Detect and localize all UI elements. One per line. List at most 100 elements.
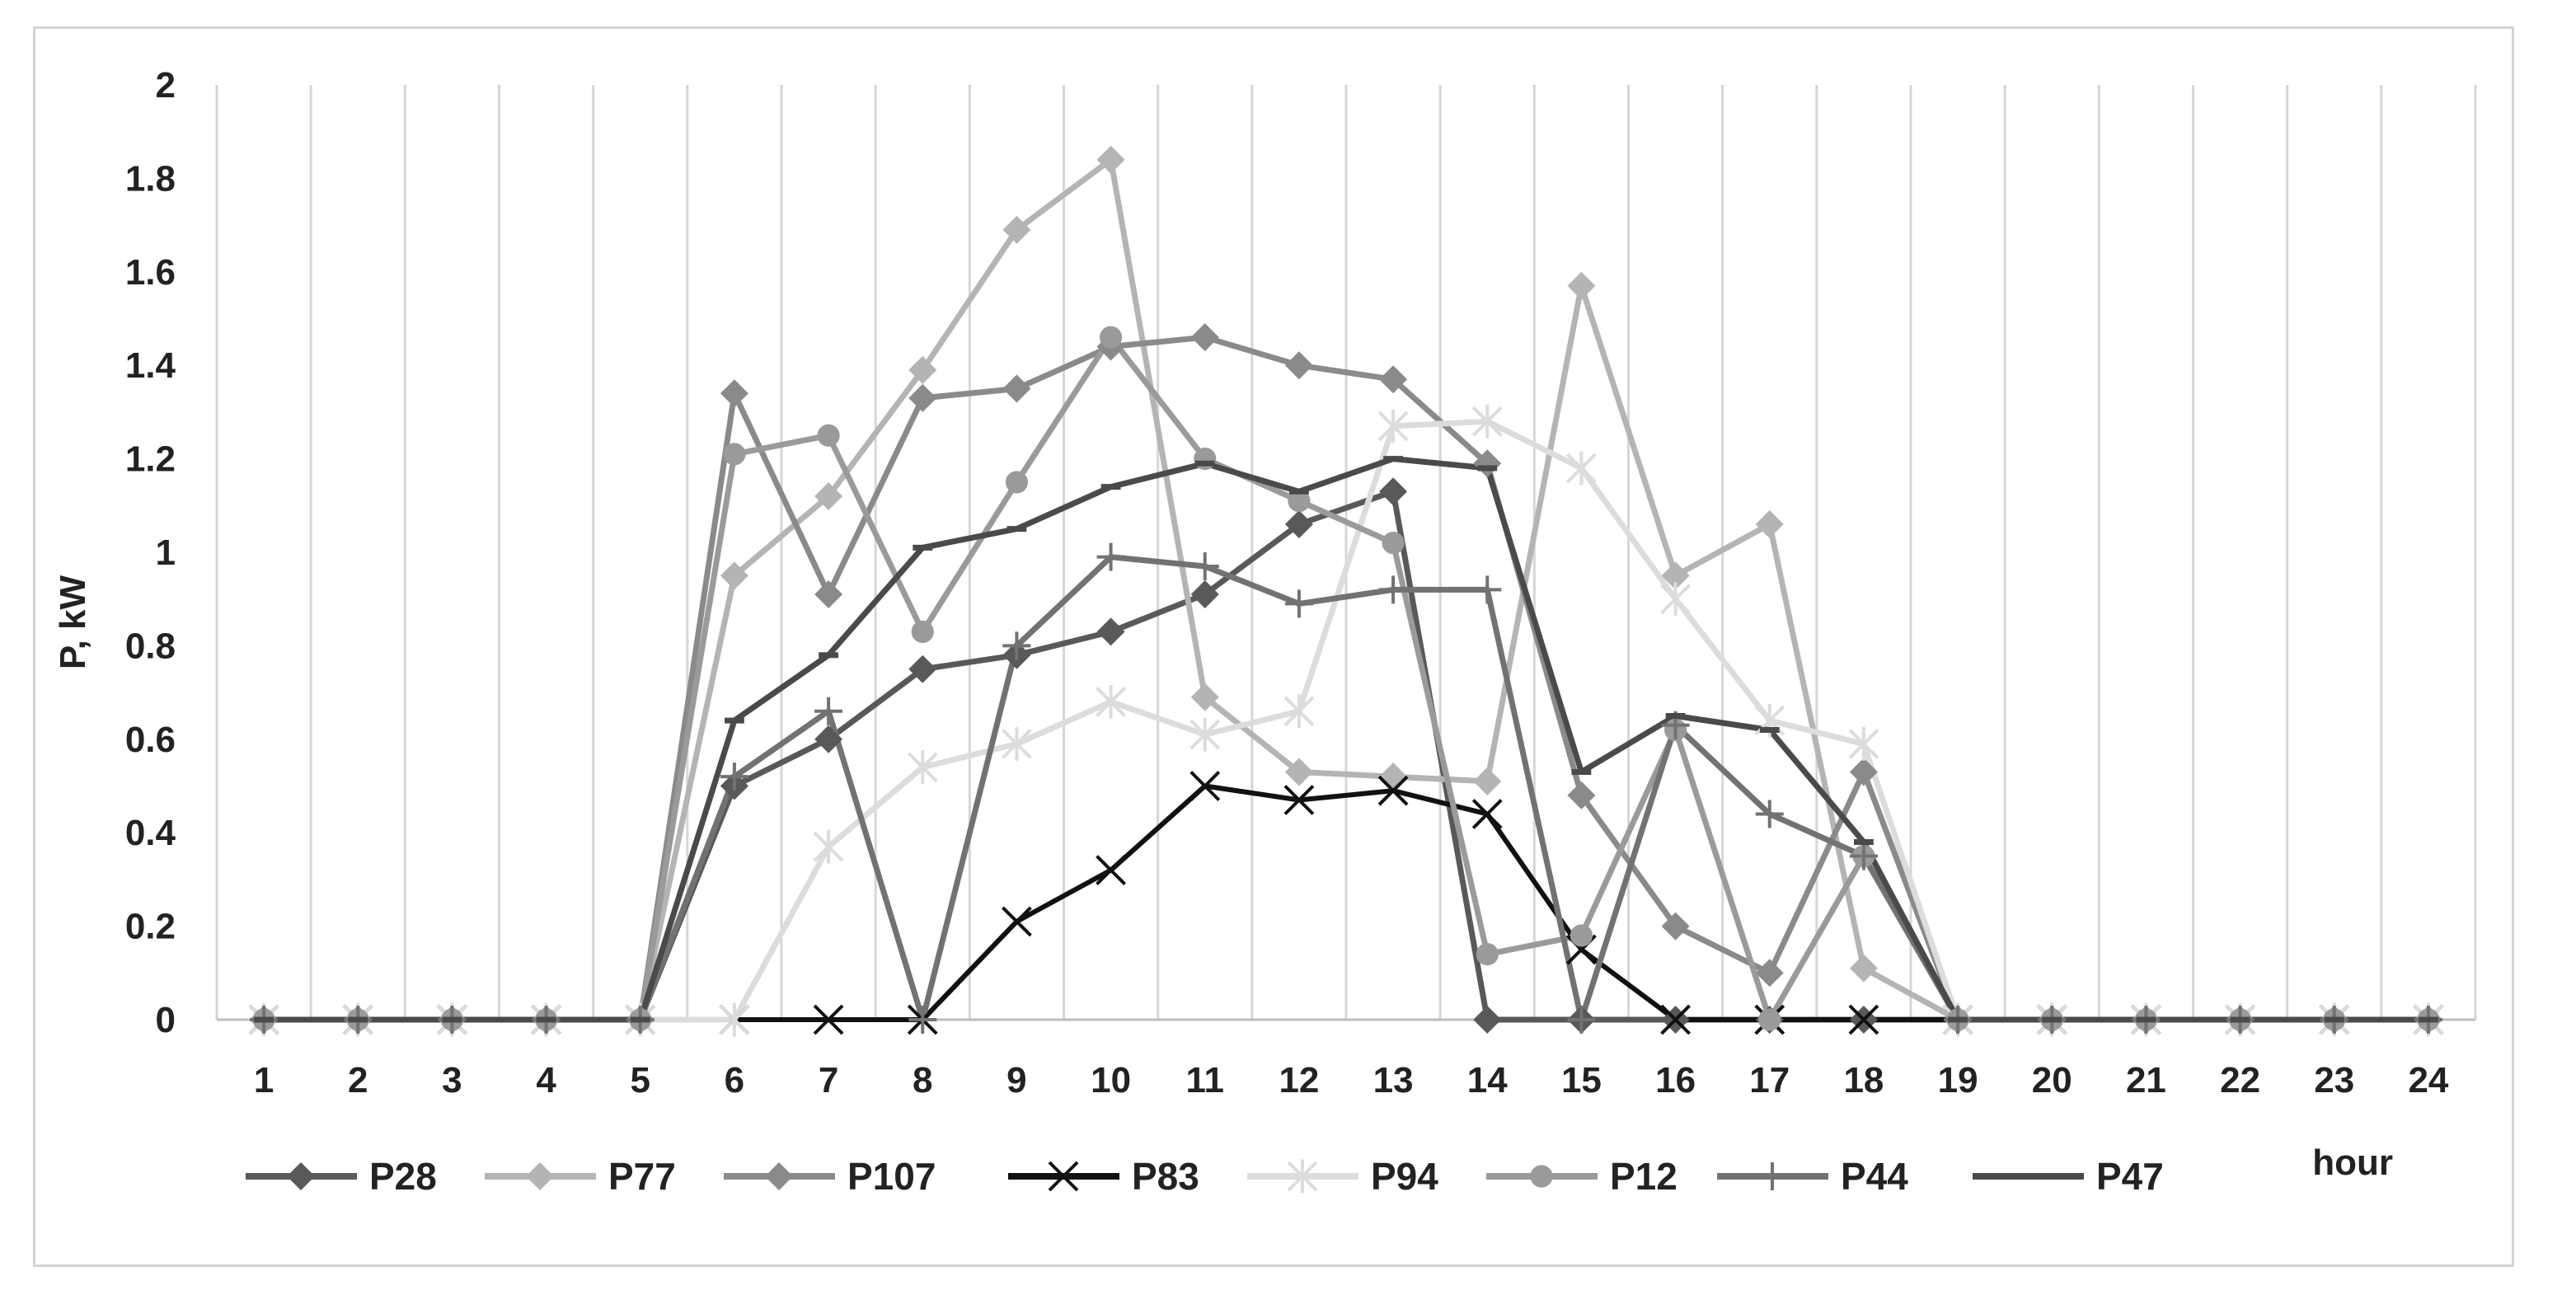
legend-label: P94 [1371,1155,1438,1198]
data-point-p94 [1283,694,1315,729]
data-point-p107 [1284,351,1313,380]
data-point-p94 [1848,727,1879,761]
data-point-p77 [1096,145,1125,174]
x-tick-label: 20 [2032,1060,2072,1100]
data-point-p44 [1190,552,1219,581]
x-tick-label: 14 [1467,1060,1508,1100]
legend-label: P28 [369,1155,437,1198]
data-point-p83 [813,1004,844,1035]
series-line-p47 [264,456,2428,1023]
y-axis-label: P, kW [53,575,93,669]
data-point-p28 [1473,1006,1502,1034]
y-tick-label: 1 [156,533,176,573]
data-point-p28 [814,725,843,753]
x-tick-label: 8 [913,1060,932,1100]
y-tick-label: 1.2 [125,439,176,480]
data-point-p44 [1002,631,1031,660]
data-point-p107 [1002,374,1031,403]
data-point-p12 [1099,326,1123,349]
x-tick-label: 1 [254,1060,274,1100]
data-point-p77 [1661,561,1690,590]
data-point-p12 [911,620,934,643]
x-tick-label: 5 [631,1060,650,1100]
data-point-p83 [1471,799,1503,829]
data-point-p77 [1284,758,1313,786]
data-point-p77 [1379,762,1408,791]
legend-item-p77: P77 [485,1155,676,1198]
x-tick-label: 4 [536,1060,556,1100]
data-point-p44 [1849,842,1878,870]
x-tick-label: 7 [819,1060,838,1100]
data-point-p83 [1189,771,1221,801]
line-chart: 00.20.40.60.811.21.41.61.821 2 3 4 5 6 7 8 9 10 11… [53,65,2477,1198]
x-tick-label: 13 [1373,1060,1414,1100]
data-point-p44 [1284,589,1313,618]
series-markers [248,145,2444,1037]
x-tick-label: 6 [725,1060,744,1100]
data-point-p83 [1283,785,1315,815]
data-point-p107 [814,580,843,609]
legend: P28 P77 P107 P83 P94 P12 P44 P47 [246,1155,2164,1198]
legend-item-p12: P12 [1486,1155,1677,1198]
data-point-p28 [1190,580,1219,609]
data-point-p44 [908,1006,937,1034]
data-point-p77 [1190,683,1219,711]
x-tick-label: 11 [1185,1060,1224,1100]
legend-item-p28: P28 [246,1155,437,1198]
data-point-p94 [1377,409,1409,443]
legend-item-p47: P47 [1973,1155,2164,1198]
legend-label: P77 [608,1155,676,1198]
data-point-p94 [813,829,844,864]
series-lines [264,157,2428,1023]
data-point-p94 [1566,451,1597,486]
x-tick-label: 9 [1006,1060,1026,1100]
chart-frame: 0 0.2 0.4 0.6 0.8 1 1.2 1.4 1.6 1.8 2 1 2 3 4 5 6 7 8 9 10 11… [33,26,2514,1267]
legend-marker [1048,1161,1079,1192]
data-point-p77 [814,481,843,510]
legend-marker [526,1162,554,1190]
y-tick-label: 0.4 [125,813,176,853]
legend-item-p83: P83 [1008,1155,1199,1198]
data-point-p77 [1755,509,1784,538]
data-point-p12 [1476,943,1499,966]
legend-label: P107 [847,1155,936,1198]
data-point-p94 [1096,685,1126,719]
data-point-p12 [1288,490,1311,513]
data-point-p107 [1755,959,1784,988]
legend-item-p107: P107 [724,1155,936,1198]
data-point-p77 [1567,271,1596,300]
data-point-p77 [720,561,748,590]
x-axis-label: hour [2312,1143,2393,1183]
data-point-p12 [1194,448,1217,471]
data-point-p83 [1096,855,1126,885]
data-point-p12 [1005,471,1029,494]
data-point-p44 [720,762,748,791]
legend-label: P47 [2096,1155,2164,1198]
legend-label: P83 [1132,1155,1199,1198]
legend-marker [287,1162,315,1190]
data-point-p107 [1849,758,1878,786]
data-point-p83 [1002,906,1032,937]
data-point-p94 [907,750,938,785]
data-point-p44 [1567,1006,1596,1034]
data-point-p12 [1758,1008,1781,1031]
data-point-p77 [908,355,937,384]
data-point-p77 [1473,767,1502,795]
grid [215,85,2477,1020]
x-tick-label: 23 [2314,1060,2354,1100]
y-tick-label: 0.6 [125,720,176,760]
legend-label: P12 [1610,1155,1677,1198]
legend-marker [765,1162,793,1190]
y-tick-label: 1.8 [125,158,176,199]
data-point-p44 [1755,800,1784,828]
legend-marker [1530,1165,1553,1188]
data-point-p77 [1849,954,1878,983]
data-point-p44 [814,697,843,725]
data-point-p83 [1848,1004,1879,1035]
data-point-p107 [908,383,937,412]
x-tick-label: 2 [348,1060,368,1100]
x-tick-label: 19 [1938,1060,1978,1100]
y-tick-label: 1.4 [125,345,176,386]
x-tick-label: 24 [2408,1060,2448,1100]
data-point-p12 [1570,924,1593,947]
